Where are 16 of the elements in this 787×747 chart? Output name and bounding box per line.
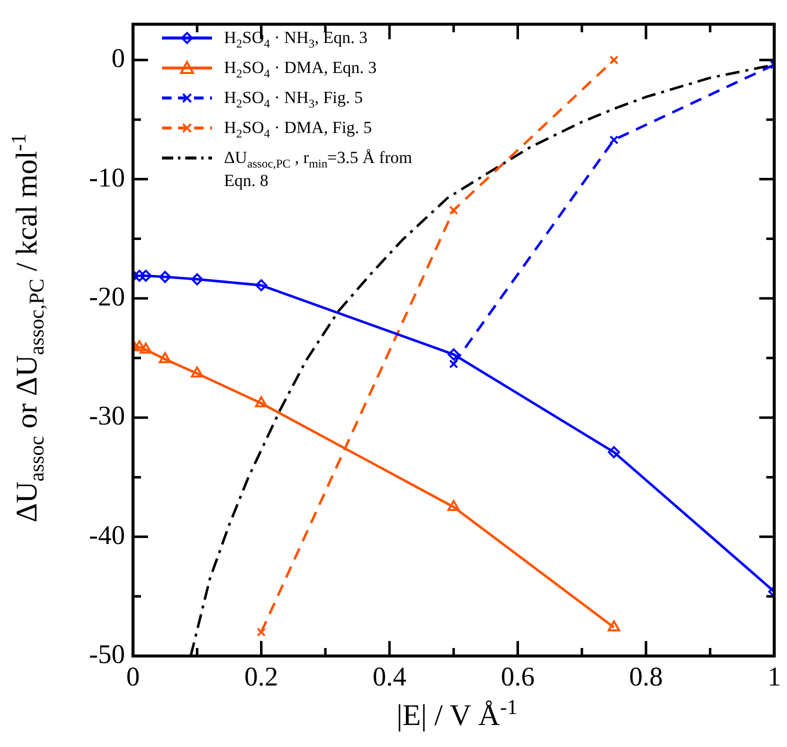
x-tick-label: 0.6 xyxy=(500,661,535,692)
text: ΔU$_{assoc,PC}$ , r$_{min}$=3.5 Å from Eqn. 8 xyxy=(224,148,412,190)
legend-label: H$_{2}$SO$_{4}$ · NH$_{3}$, Fig. 5 xyxy=(224,88,363,112)
x-tick-label: 1 xyxy=(768,661,781,692)
legend-label: H$_{2}$SO$_{4}$ · DMA, Eqn. 3 xyxy=(224,58,377,82)
legend-label: H$_{2}$SO$_{4}$ · DMA, Fig. 5 xyxy=(224,118,372,142)
x-axis-title: |E| / V Å$^{-1}$ xyxy=(396,695,518,733)
y-tick-label: -50 xyxy=(89,639,125,670)
x-tick-label: 0.4 xyxy=(372,661,407,692)
x-tick-label: 0.2 xyxy=(244,661,278,692)
y-tick-label: -40 xyxy=(89,520,125,550)
y-tick-label: -20 xyxy=(89,281,125,312)
y-tick-label: 0 xyxy=(112,43,125,74)
x-tick-label: 0.8 xyxy=(629,661,663,692)
y-tick-label: -30 xyxy=(89,400,125,431)
y-tick-label: -10 xyxy=(89,162,125,192)
